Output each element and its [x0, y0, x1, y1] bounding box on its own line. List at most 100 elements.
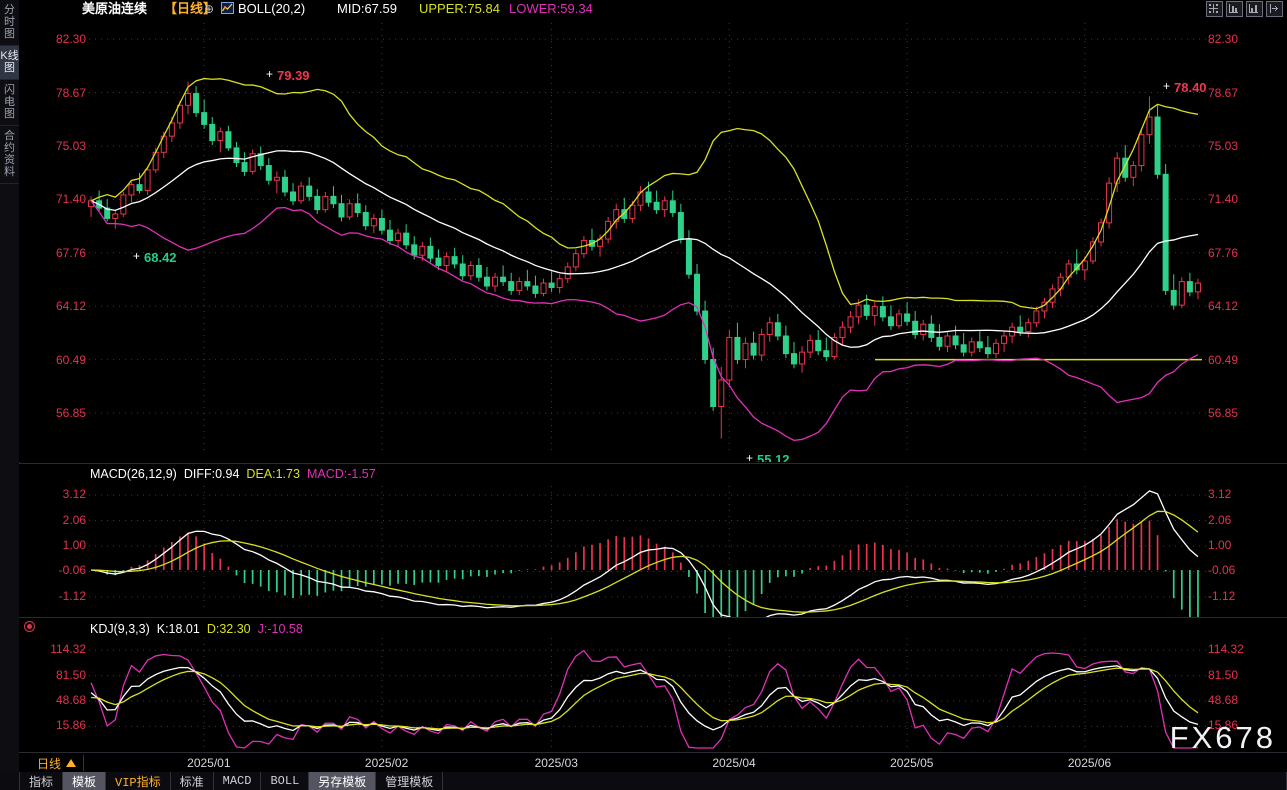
crosshair-marker: + [746, 451, 754, 462]
price-axis-label: 75.03 [55, 138, 86, 153]
period-button[interactable]: 日线 [30, 755, 85, 771]
watermark: FX678 [1169, 720, 1276, 755]
toolbar-item-save-template[interactable]: 另存模板 [309, 772, 377, 790]
macd-axis-label: 1.00 [62, 538, 86, 552]
sidebar-item-label: 合约资料 [4, 130, 15, 178]
macd-macd: MACD:-1.57 [306, 467, 376, 481]
price-plot [19, 17, 1287, 462]
price-axis-label: 67.76 [55, 245, 86, 260]
top-info-bar: 美原油连续 【日线】 ⊕ BOLL(20,2) MID:67.59 UPPER:… [19, 0, 1287, 17]
toolbar-item-standard[interactable]: 标准 [171, 772, 214, 790]
kdj-axis-label: 81.50 [1208, 667, 1239, 682]
toolbar-item-boll[interactable]: BOLL [261, 772, 310, 790]
crosshair-circle-icon[interactable]: ⊕ [204, 2, 215, 16]
price-axis-label: 82.30 [1208, 32, 1239, 47]
period-label: 【日线】 [164, 1, 217, 16]
price-axis-label: 64.12 [1208, 299, 1239, 314]
toolbar-item-template[interactable]: 模板 [63, 772, 107, 790]
toolbar-filler [443, 772, 1287, 790]
kdj-title: KDJ(9,3,3) [90, 622, 150, 636]
kdj-d: D:32.30 [206, 622, 251, 636]
price-axis-label: 56.85 [55, 406, 86, 421]
fit-right-icon[interactable] [1246, 1, 1263, 17]
crosshair-marker: + [266, 67, 274, 81]
macd-axis-label: 3.12 [1208, 487, 1232, 502]
price-axis-label: 60.49 [55, 352, 86, 367]
sidebar-item-contract[interactable]: 合约资料 [0, 126, 19, 184]
crosshair-marker: + [133, 249, 141, 263]
boll-mid-value: MID:67.59 [337, 1, 397, 16]
low-annotation-2: 55.12 [757, 452, 790, 462]
x-axis: 日线 2025/01 2025/02 2025/03 2025/04 2025/05 20… [19, 752, 1287, 773]
boll-lower-value: LOWER:59.34 [509, 1, 593, 16]
symbol-name: 美原油连续 [82, 1, 148, 16]
price-axis-label: 67.76 [1208, 245, 1239, 260]
kdj-axis-label: 81.50 [55, 667, 86, 682]
kdj-axis-label: 15.86 [55, 718, 86, 733]
price-chart-pane[interactable]: 79.39 +68.42 +55.12 +78.40 + [19, 17, 1287, 462]
macd-axis-label: 2.06 [1208, 512, 1232, 527]
top-icon-group [1206, 1, 1283, 17]
toolbar-spacer [0, 772, 20, 790]
toolbar-item-macd[interactable]: MACD [214, 772, 262, 790]
macd-axis-label: -0.06 [58, 563, 86, 578]
low-annotation: 68.42 [144, 250, 177, 265]
macd-axis-label: 1.00 [1208, 538, 1232, 552]
macd-legend: MACD(26,12,9) DIFF:0.94 DEA:1.73 MACD:-1.57 [90, 467, 383, 481]
price-axis-label: 60.49 [1208, 352, 1239, 367]
price-axis-label: 78.67 [55, 85, 86, 100]
kdj-axis-label: 15.86 [1208, 718, 1239, 733]
kdj-j: J:-10.58 [257, 622, 303, 636]
sidebar-item-timeshare[interactable]: 分时图 [0, 0, 19, 46]
macd-axis-label: -1.12 [1208, 588, 1236, 603]
boll-label: BOLL(20,2) [238, 1, 306, 16]
crosshair-icon[interactable] [1206, 1, 1223, 17]
price-axis-label: 64.12 [55, 299, 86, 314]
crosshair-marker: + [1163, 79, 1171, 93]
kdj-plot [19, 618, 1287, 753]
sidebar-item-kline[interactable]: K线图 [0, 46, 19, 80]
macd-axis-label: -1.12 [58, 588, 86, 603]
kdj-axis-label: 114.32 [1208, 642, 1244, 657]
high-annotation: 79.39 [277, 68, 310, 83]
toolbar-item-indicator[interactable]: 指标 [20, 772, 64, 790]
kdj-pane[interactable]: KDJ(9,3,3) K:18.01 D:32.30 J:-10.58 [19, 617, 1287, 753]
x-tick-label: 2025/05 [890, 756, 934, 770]
kdj-axis-label: 48.68 [55, 692, 86, 707]
high-annotation-2: 78.40 [1174, 80, 1207, 95]
macd-diff: DIFF:0.94 [183, 467, 240, 481]
x-tick-label: 2025/02 [364, 756, 409, 770]
macd-pane[interactable]: MACD(26,12,9) DIFF:0.94 DEA:1.73 MACD:-1.57 [19, 463, 1287, 617]
export-icon[interactable] [1266, 1, 1283, 17]
period-button-label: 日线 [37, 756, 62, 771]
x-tick-label: 2025/04 [712, 756, 756, 770]
macd-plot [19, 464, 1287, 617]
x-tick-label: 2025/06 [1067, 756, 1112, 770]
toolbar-item-manage-template[interactable]: 管理模板 [376, 772, 444, 790]
chart-icon[interactable] [221, 2, 234, 17]
toolbar-item-vip-indicator[interactable]: VIP指标 [106, 772, 171, 790]
sidebar-item-label: 闪电图 [4, 84, 15, 120]
sidebar-item-label: 分时图 [4, 4, 15, 40]
left-sidebar: 分时图 K线图 闪电图 合约资料 [0, 0, 20, 772]
price-axis-label: 78.67 [1208, 85, 1239, 100]
macd-axis-label: 3.12 [62, 487, 86, 502]
price-axis-label: 71.40 [55, 192, 86, 207]
macd-axis-label: 2.06 [62, 512, 86, 527]
x-tick-label: 2025/03 [534, 756, 578, 770]
x-tick-label: 2025/01 [187, 756, 231, 770]
sidebar-item-label: K线图 [0, 50, 19, 74]
fit-left-icon[interactable] [1226, 1, 1243, 17]
macd-title: MACD(26,12,9) [90, 467, 177, 481]
boll-upper-value: UPPER:75.84 [419, 1, 500, 16]
price-axis-label: 71.40 [1208, 192, 1239, 207]
kdj-legend: KDJ(9,3,3) K:18.01 D:32.30 J:-10.58 [90, 622, 310, 636]
kdj-marker-dot[interactable] [24, 621, 35, 632]
price-axis-label: 75.03 [1208, 138, 1239, 153]
sidebar-item-lightning[interactable]: 闪电图 [0, 80, 19, 126]
macd-axis-label: -0.06 [1208, 563, 1236, 578]
kdj-axis-label: 114.32 [50, 642, 86, 657]
price-axis-label: 82.30 [55, 32, 86, 47]
macd-dea: DEA:1.73 [246, 467, 300, 481]
